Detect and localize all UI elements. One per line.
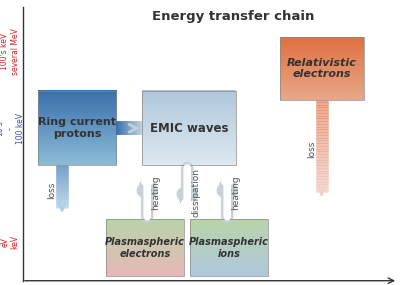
Text: 10's
-
100 keV: 10's - 100 keV xyxy=(0,113,25,144)
Text: loss: loss xyxy=(48,182,56,199)
Text: eV
keV: eV keV xyxy=(0,235,20,249)
Bar xyxy=(106,219,184,276)
Bar xyxy=(280,37,364,100)
Text: Plasmaspheric
ions: Plasmaspheric ions xyxy=(189,237,269,259)
Text: Relativistic
electrons: Relativistic electrons xyxy=(287,58,357,79)
Text: Energy transfer chain: Energy transfer chain xyxy=(152,10,314,23)
Text: loss: loss xyxy=(307,141,316,158)
Bar xyxy=(190,219,268,276)
Bar xyxy=(142,91,236,165)
Text: 100's keV
several MeV: 100's keV several MeV xyxy=(0,28,20,75)
Text: dissipation: dissipation xyxy=(192,168,200,217)
Text: EMIC waves: EMIC waves xyxy=(150,122,228,135)
Text: Ring current
protons: Ring current protons xyxy=(38,117,116,139)
Text: Plasmaspheric
electrons: Plasmaspheric electrons xyxy=(105,237,185,259)
Text: heating: heating xyxy=(152,175,160,210)
Text: heating: heating xyxy=(232,175,240,210)
Bar xyxy=(38,91,116,165)
